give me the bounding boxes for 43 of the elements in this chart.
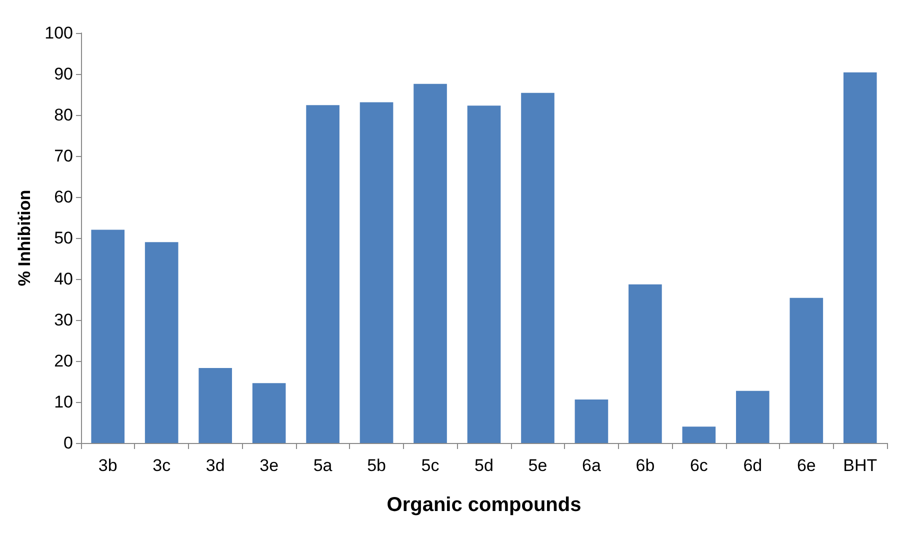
x-tick-label: 3c [152,456,172,475]
x-tick-label: 5a [313,456,333,475]
y-tick-label: 10 [54,392,73,412]
x-tick-label: 3b [98,456,118,475]
y-tick-label: 40 [54,270,73,288]
x-tick-label: 5d [474,456,494,475]
y-tick-label: 30 [54,310,73,330]
bar [628,284,662,443]
x-tick-label: 6b [636,456,655,475]
x-tick-label: 6e [796,456,816,475]
bar [682,426,716,443]
bar [467,106,501,443]
x-tick-label: 3d [206,456,225,475]
y-axis-title: % Inhibition [15,190,34,286]
bar [144,242,178,443]
bar [843,72,877,443]
x-tick-label: 6a [582,456,602,475]
y-tick-label: 70 [54,146,73,166]
y-tick-label: 80 [54,106,73,124]
x-tick-label: 5c [421,456,440,475]
bar [252,383,286,443]
x-tick-label: 6c [690,456,708,475]
x-tick-label: 5e [528,456,548,475]
y-tick-label: 50 [54,228,73,248]
x-tick-label: BHT [843,456,878,475]
bar [414,84,447,443]
y-tick-label: 60 [54,188,73,206]
x-axis-title: Organic compounds [386,494,582,516]
bar [574,400,608,443]
y-tick-label: 20 [54,352,73,370]
x-tick-label: 5b [367,456,386,475]
x-tick-label: 6d [743,456,762,475]
bar [736,390,770,443]
bar [360,102,394,443]
bar [521,92,554,443]
bar [306,105,340,443]
x-tick-label: 3e [260,456,279,475]
bar [790,298,824,443]
y-tick-label: 100 [44,24,73,42]
y-tick-label: 90 [54,64,73,84]
bar [198,368,232,443]
y-tick-label: 0 [64,434,73,452]
bar [91,230,125,443]
